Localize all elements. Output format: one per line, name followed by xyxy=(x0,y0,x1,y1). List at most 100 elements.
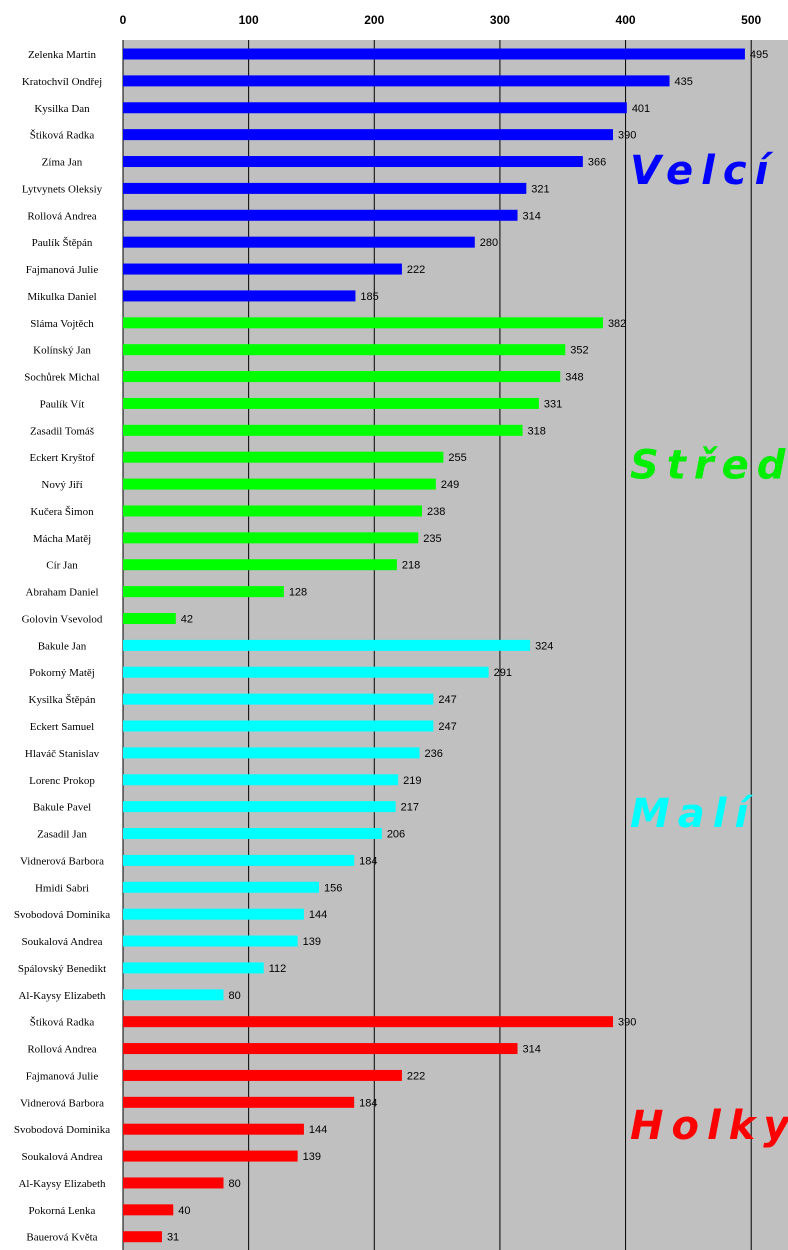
data-label: 435 xyxy=(675,76,693,88)
bar xyxy=(123,1123,304,1135)
data-label: 156 xyxy=(324,882,342,894)
bar xyxy=(123,1069,402,1081)
category-label: Pokorný Matěj xyxy=(29,667,95,679)
category-label: Abraham Daniel xyxy=(26,587,99,599)
category-label: Lytvynets Oleksiy xyxy=(22,183,103,195)
data-label: 249 xyxy=(441,479,459,491)
category-label: Paulík Vít xyxy=(40,398,85,410)
bar xyxy=(123,290,356,302)
x-tick-label: 500 xyxy=(741,13,761,27)
data-label: 247 xyxy=(438,721,456,733)
data-label: 80 xyxy=(229,990,241,1002)
bar xyxy=(123,371,561,383)
bar xyxy=(123,908,304,920)
category-label: Hlaváč Stanislav xyxy=(25,748,100,760)
x-tick-label: 100 xyxy=(239,13,259,27)
data-label: 139 xyxy=(303,1151,321,1163)
data-label: 324 xyxy=(535,640,553,652)
data-label: 366 xyxy=(588,157,606,169)
data-label: 144 xyxy=(309,909,327,921)
bar xyxy=(123,1177,224,1189)
category-label: Štiková Radka xyxy=(30,130,95,142)
bar xyxy=(123,102,627,114)
bar xyxy=(123,263,402,275)
category-label: Al-Kaysy Elizabeth xyxy=(18,990,106,1002)
bar xyxy=(123,1096,355,1108)
category-label: Zasadil Jan xyxy=(37,829,87,841)
bar xyxy=(123,182,527,194)
data-label: 495 xyxy=(750,49,768,61)
bar xyxy=(123,397,539,409)
group-label: Holky xyxy=(630,1103,788,1149)
x-tick-label: 200 xyxy=(364,13,384,27)
x-tick-label: 0 xyxy=(120,13,127,27)
data-label: 42 xyxy=(181,613,193,625)
category-label: Štiková Radka xyxy=(30,1017,95,1029)
category-label: Svobodová Dominika xyxy=(14,1124,110,1136)
bar xyxy=(123,344,566,356)
category-label: Hmidi Sabri xyxy=(35,882,89,894)
data-label: 291 xyxy=(494,667,512,679)
category-label: Rollová Andrea xyxy=(27,1044,96,1056)
category-label: Sláma Vojtěch xyxy=(30,318,94,330)
category-label: Vidnerová Barbora xyxy=(20,855,104,867)
data-label: 217 xyxy=(401,802,419,814)
data-label: 352 xyxy=(570,345,588,357)
data-label: 139 xyxy=(303,936,321,948)
bar xyxy=(123,75,670,87)
category-label: Eckert Kryštof xyxy=(29,452,94,464)
bar xyxy=(123,881,319,893)
bar xyxy=(123,505,423,517)
category-label: Kratochvíl Ondřej xyxy=(22,76,102,88)
category-label: Soukalová Andrea xyxy=(22,1151,103,1163)
bar xyxy=(123,1043,518,1055)
data-label: 31 xyxy=(167,1232,179,1244)
data-label: 238 xyxy=(427,506,445,518)
category-label: Kysilka Dan xyxy=(34,103,90,115)
category-label: Bakule Pavel xyxy=(33,802,91,814)
data-label: 184 xyxy=(359,1097,377,1109)
bar xyxy=(123,935,298,947)
data-label: 321 xyxy=(531,183,549,195)
bar xyxy=(123,424,523,436)
bar xyxy=(123,1231,162,1243)
category-label: Kysilka Štěpán xyxy=(29,694,96,706)
data-label: 236 xyxy=(425,748,443,760)
data-label: 206 xyxy=(387,829,405,841)
bar xyxy=(123,612,176,624)
data-label: 218 xyxy=(402,560,420,572)
data-label: 280 xyxy=(480,237,498,249)
data-label: 184 xyxy=(359,855,377,867)
category-label: Vidnerová Barbora xyxy=(20,1097,104,1109)
category-label: Fajmanová Julie xyxy=(26,1070,99,1082)
category-label: Fajmanová Julie xyxy=(26,264,99,276)
data-label: 314 xyxy=(523,1044,541,1056)
data-label: 144 xyxy=(309,1124,327,1136)
bar xyxy=(123,962,264,974)
data-label: 318 xyxy=(528,425,546,437)
category-label: Zasadil Tomáš xyxy=(30,425,94,437)
category-label: Eckert Samuel xyxy=(30,721,94,733)
data-label: 314 xyxy=(523,210,541,222)
data-label: 390 xyxy=(618,130,636,142)
bar xyxy=(123,236,475,248)
bar xyxy=(123,828,382,840)
category-label: Kolínský Jan xyxy=(33,345,91,357)
data-label: 40 xyxy=(178,1205,190,1217)
category-label: Pokorná Lenka xyxy=(29,1205,96,1217)
category-label: Cír Jan xyxy=(46,560,78,572)
category-label: Sochůrek Michal xyxy=(24,372,99,384)
bar xyxy=(123,1016,613,1028)
category-label: Svobodová Dominika xyxy=(14,909,110,921)
category-label: Mácha Matěj xyxy=(33,533,91,545)
bar xyxy=(123,1204,174,1216)
category-label: Nový Jiří xyxy=(41,479,82,491)
category-label: Al-Kaysy Elizabeth xyxy=(18,1178,106,1190)
data-label: 235 xyxy=(423,533,441,545)
bar xyxy=(123,854,355,866)
data-label: 112 xyxy=(269,963,287,975)
group-label: Velcí xyxy=(630,148,776,194)
data-label: 331 xyxy=(544,398,562,410)
x-tick-label: 300 xyxy=(490,13,510,27)
data-label: 222 xyxy=(407,264,425,276)
